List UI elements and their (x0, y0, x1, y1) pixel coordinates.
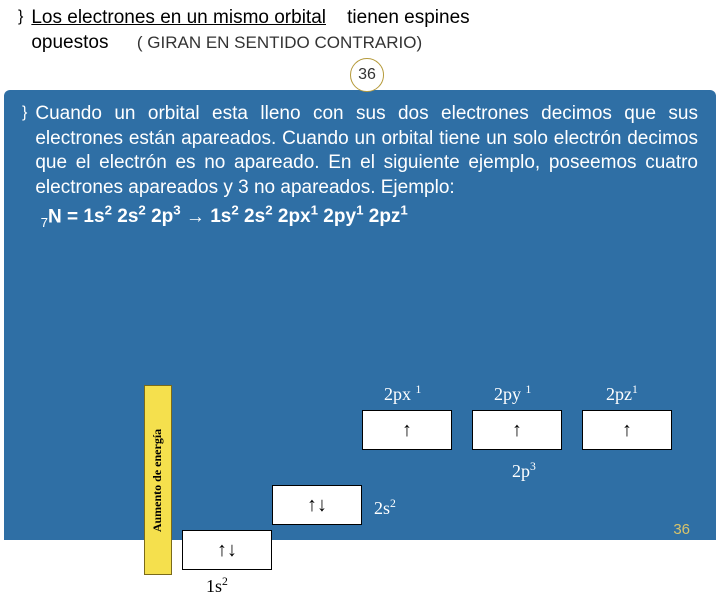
formula-eq: = (62, 206, 84, 227)
formula-presub: 7 (41, 215, 48, 230)
page-number: 36 (673, 521, 690, 538)
panel-paragraph: Cuando un orbital esta lleno con sus dos… (35, 102, 698, 201)
slide-number-badge: 36 (350, 58, 384, 92)
energy-axis-label: Aumento de energía (151, 428, 166, 531)
top-text-block: Los electrones en un mismo orbital tiene… (31, 6, 469, 55)
top-note: ( GIRAN EN SENTIDO CONTRARIO) (137, 33, 422, 52)
top-line2a: opuestos (31, 32, 108, 53)
top-bullet-row: } Los electrones en un mismo orbital tie… (18, 6, 702, 55)
bullet-icon: } (22, 102, 27, 124)
orbital-diagram: Aumento de energía ↑↓↑↓↑↑↑ 1s22s22p32px … (144, 375, 684, 585)
bullet-icon: } (18, 6, 23, 28)
panel-bullet-row: } Cuando un orbital esta lleno con sus d… (22, 102, 698, 230)
arrow-icon: → (181, 206, 211, 227)
top-section: } Los electrones en un mismo orbital tie… (0, 0, 720, 55)
formula-line: 7N = 1s2 2s2 2p3 → 1s2 2s2 2px1 2py1 2pz… (35, 203, 698, 230)
label-2p3: 2p3 (512, 460, 536, 482)
box-2px: ↑ (362, 410, 452, 450)
top-line1b: tienen espines (347, 7, 470, 28)
formula-lhs: 1s2 2s2 2p3 (83, 206, 180, 227)
energy-axis: Aumento de energía (144, 385, 172, 575)
top-line1a: Los electrones en un mismo orbital (31, 7, 326, 28)
box-2s: ↑↓ (272, 485, 362, 525)
label-1s: 1s2 (206, 575, 228, 597)
label-2s: 2s2 (374, 497, 396, 519)
formula-rhs: 1s2 2s2 2px1 2py1 2pz1 (210, 206, 408, 227)
label-2pz: 2pz1 (606, 383, 638, 405)
content-panel: } Cuando un orbital esta lleno con sus d… (4, 90, 716, 540)
box-2pz: ↑ (582, 410, 672, 450)
box-1s: ↑↓ (182, 530, 272, 570)
formula-element: N (48, 206, 62, 227)
label-2py: 2py 1 (494, 383, 531, 405)
box-2py: ↑ (472, 410, 562, 450)
label-2px: 2px 1 (384, 383, 421, 405)
